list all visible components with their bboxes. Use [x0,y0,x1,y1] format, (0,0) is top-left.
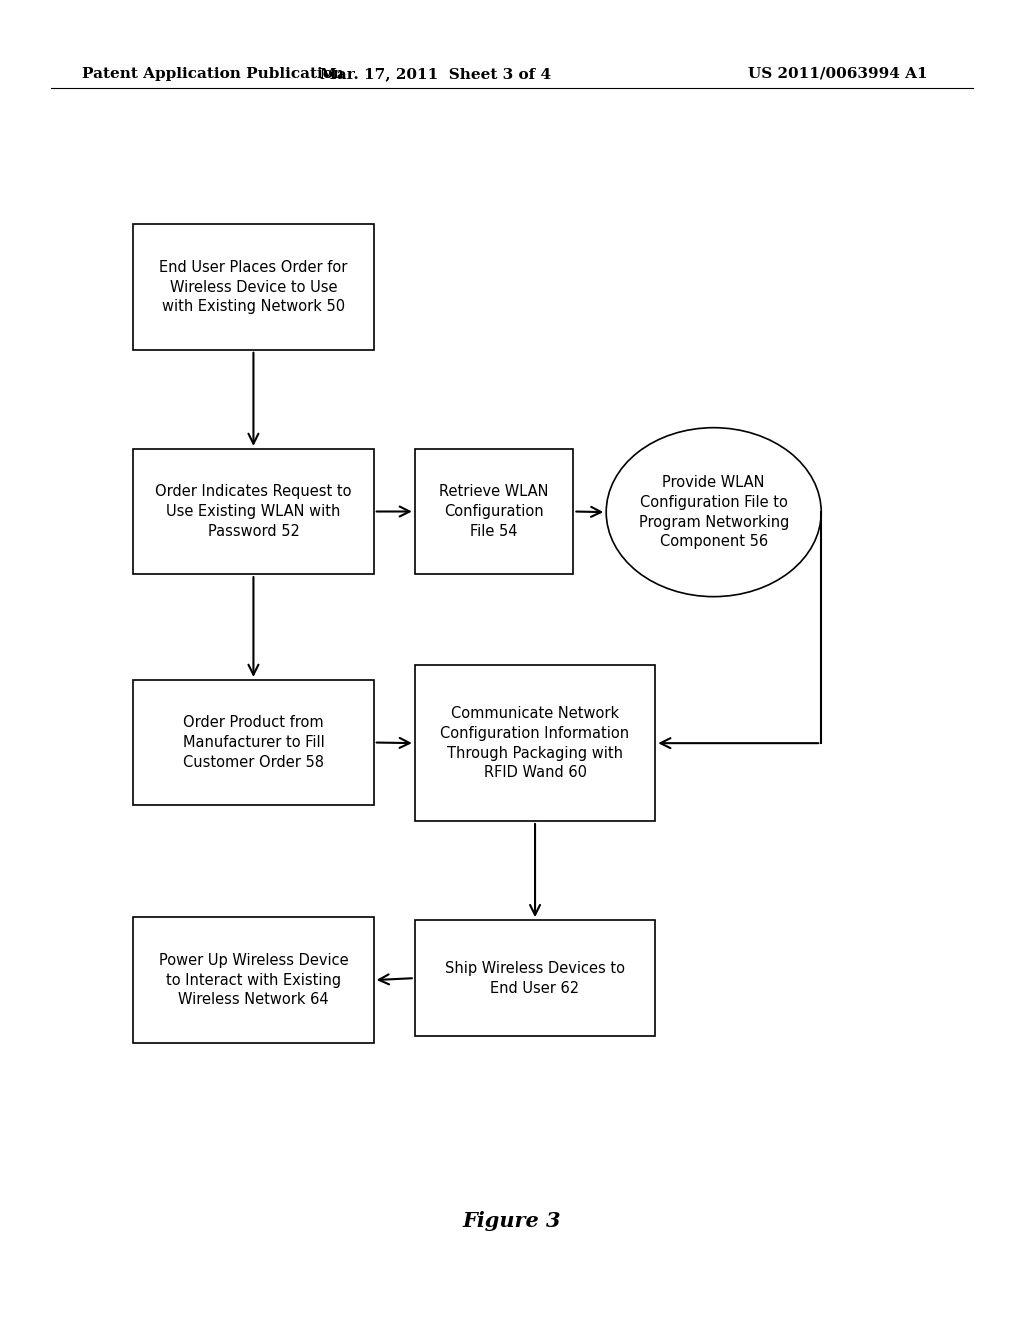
FancyBboxPatch shape [133,449,374,574]
Text: Order Product from
Manufacturer to Fill
Customer Order 58: Order Product from Manufacturer to Fill … [182,715,325,770]
Text: Power Up Wireless Device
to Interact with Existing
Wireless Network 64: Power Up Wireless Device to Interact wit… [159,953,348,1007]
FancyBboxPatch shape [133,917,374,1043]
Text: Ship Wireless Devices to
End User 62: Ship Wireless Devices to End User 62 [445,961,625,995]
Text: Figure 3: Figure 3 [463,1210,561,1232]
FancyBboxPatch shape [415,665,655,821]
Text: End User Places Order for
Wireless Device to Use
with Existing Network 50: End User Places Order for Wireless Devic… [160,260,347,314]
Text: Retrieve WLAN
Configuration
File 54: Retrieve WLAN Configuration File 54 [439,484,549,539]
FancyBboxPatch shape [415,920,655,1036]
Text: US 2011/0063994 A1: US 2011/0063994 A1 [748,67,927,81]
Text: Order Indicates Request to
Use Existing WLAN with
Password 52: Order Indicates Request to Use Existing … [156,484,351,539]
Text: Provide WLAN
Configuration File to
Program Networking
Component 56: Provide WLAN Configuration File to Progr… [639,475,788,549]
FancyBboxPatch shape [133,224,374,350]
Text: Mar. 17, 2011  Sheet 3 of 4: Mar. 17, 2011 Sheet 3 of 4 [319,67,551,81]
Text: Communicate Network
Configuration Information
Through Packaging with
RFID Wand 6: Communicate Network Configuration Inform… [440,706,630,780]
FancyBboxPatch shape [415,449,573,574]
FancyBboxPatch shape [133,680,374,805]
Ellipse shape [606,428,821,597]
Text: Patent Application Publication: Patent Application Publication [82,67,344,81]
